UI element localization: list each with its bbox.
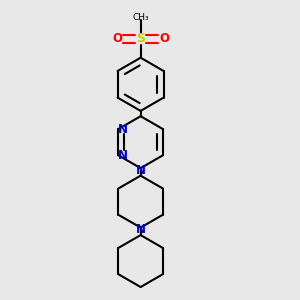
Text: O: O [159, 32, 169, 45]
Text: N: N [136, 164, 146, 176]
Text: N: N [118, 149, 128, 162]
Text: CH₃: CH₃ [132, 13, 149, 22]
Text: N: N [136, 223, 146, 236]
Text: O: O [112, 32, 122, 45]
Text: S: S [136, 32, 145, 45]
Text: N: N [118, 123, 128, 136]
